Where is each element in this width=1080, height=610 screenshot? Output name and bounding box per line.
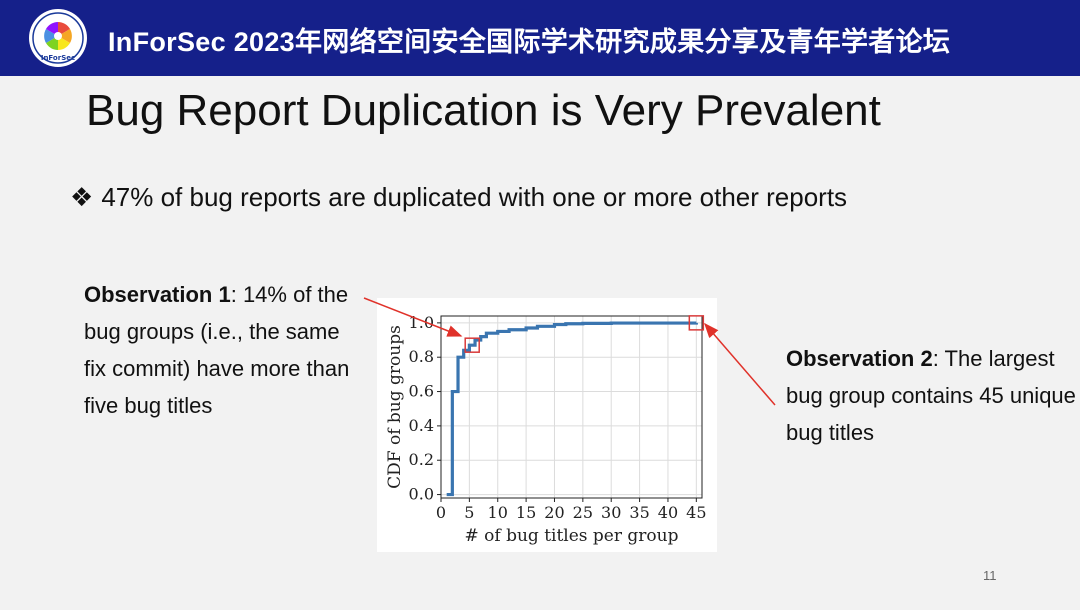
x-tick-label: 25: [573, 503, 593, 522]
y-tick-label: 0.8: [409, 347, 434, 366]
x-tick-label: 5: [464, 503, 474, 522]
cdf-series-line: [446, 321, 698, 497]
cdf-chart-svg: 0 5 10 15 20 25 30 35 40 45 0.0 0.2 0.4 0.6 0.8 1.0 # of…: [385, 313, 707, 546]
header-title: InForSec 2023年网络空间安全国际学术研究成果分享及青年学者论坛: [108, 27, 951, 57]
bullet-point: ❖ 47% of bug reports are duplicated with …: [70, 182, 847, 213]
observation-1: Observation 1: 14% of the bug groups (i.…: [84, 276, 364, 424]
y-tick-label: 1.0: [409, 313, 434, 332]
observation-1-text: : 14% of the bug groups (i.e., the same …: [84, 282, 350, 418]
observation-2: Observation 2: The largest bug group con…: [786, 340, 1076, 451]
slide-title: Bug Report Duplication is Very Prevalent: [86, 86, 881, 135]
highlight-box-2: [688, 315, 705, 331]
cdf-chart: 0 5 10 15 20 25 30 35 40 45 0.0 0.2 0.4 0.6 0.8 1.0 # of…: [377, 298, 717, 552]
x-tick-label: 20: [544, 503, 564, 522]
x-tick-label: 45: [686, 503, 706, 522]
y-tick-label: 0.6: [409, 382, 434, 401]
page-number: 11: [983, 568, 997, 583]
observation-2-text: : The largest bug group contains 45 uniq…: [786, 346, 1076, 445]
x-tick-label: 0: [436, 503, 446, 522]
inforsec-logo: InForSec: [29, 9, 87, 67]
y-tick-label: 0.4: [409, 416, 434, 435]
x-tick-label: 35: [629, 503, 649, 522]
x-tick-label: 15: [516, 503, 536, 522]
y-tick-label: 0.2: [409, 450, 434, 469]
observation-2-heading: Observation 2: [786, 346, 933, 371]
y-tick-label: 0.0: [409, 485, 434, 504]
x-tick-label: 30: [601, 503, 621, 522]
x-tick-label: 40: [658, 503, 678, 522]
header-bar: InForSec InForSec 2023年网络空间安全国际学术研究成果分享及…: [0, 0, 1080, 76]
plot-frame: [440, 315, 703, 499]
highlight-box-1: [464, 337, 480, 353]
logo-text: InForSec: [41, 54, 75, 62]
y-axis-label: CDF of bug groups: [385, 325, 405, 489]
x-axis-label: # of bug titles per group: [465, 526, 679, 546]
bullet-text: 47% of bug reports are duplicated with o…: [101, 182, 848, 212]
bullet-diamond-icon: ❖: [70, 182, 94, 212]
x-tick-label: 10: [488, 503, 508, 522]
observation-1-heading: Observation 1: [84, 282, 231, 307]
